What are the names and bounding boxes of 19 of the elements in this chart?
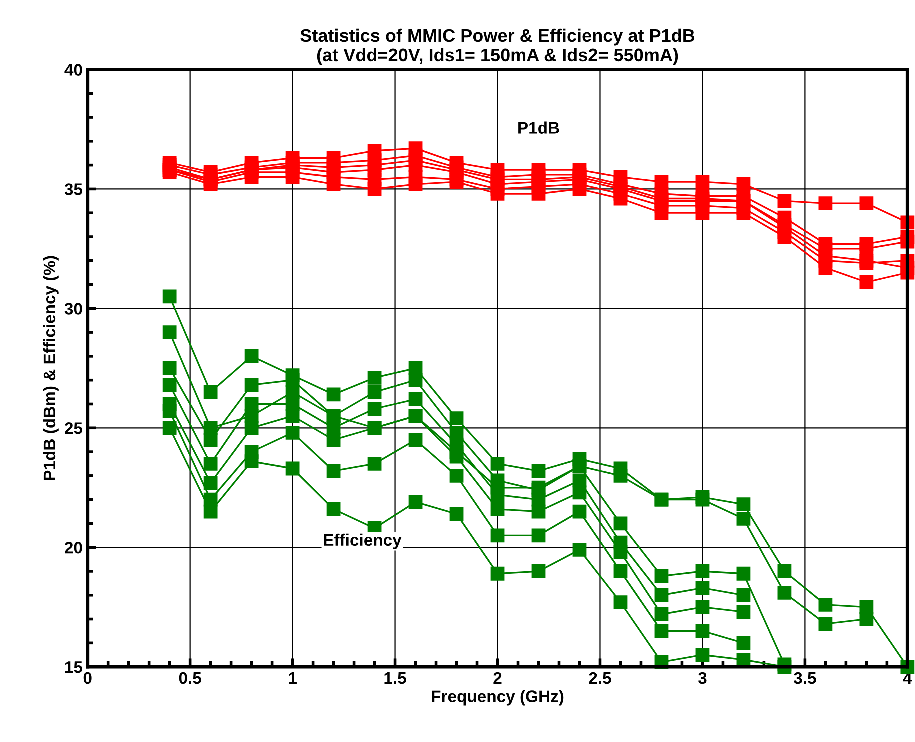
y-axis-title: P1dB (dBm) & Efficiency (%): [43, 256, 59, 480]
x-tick-label: 3: [698, 672, 707, 684]
y-tick-label: 35: [64, 184, 83, 196]
x-tick-label: 1: [289, 672, 297, 684]
annotation: Efficiency: [324, 534, 402, 550]
x-tick-label: 1.5: [384, 672, 406, 684]
y-tick-label: 40: [64, 64, 82, 76]
chart-title: Statistics of MMIC Power & Efficiency at P1dB (at Vdd=20V, Ids1= 150mA & Ids2= 550mA): [300, 28, 695, 66]
x-tick-label: 2: [494, 672, 502, 684]
annotation: P1dB: [518, 122, 560, 134]
y-tick-label: 25: [65, 422, 83, 434]
x-tick-label: 2.5: [589, 672, 612, 684]
x-tick-label: 3.5: [794, 672, 816, 684]
x-tick-label: 0: [84, 672, 92, 684]
x-tick-label: 0.5: [179, 672, 202, 684]
y-tick-label: 15: [65, 662, 83, 674]
y-tick-label: 20: [65, 542, 82, 554]
x-axis-title: Frequency (GHz): [432, 690, 564, 706]
y-tick-label: 30: [64, 303, 82, 315]
